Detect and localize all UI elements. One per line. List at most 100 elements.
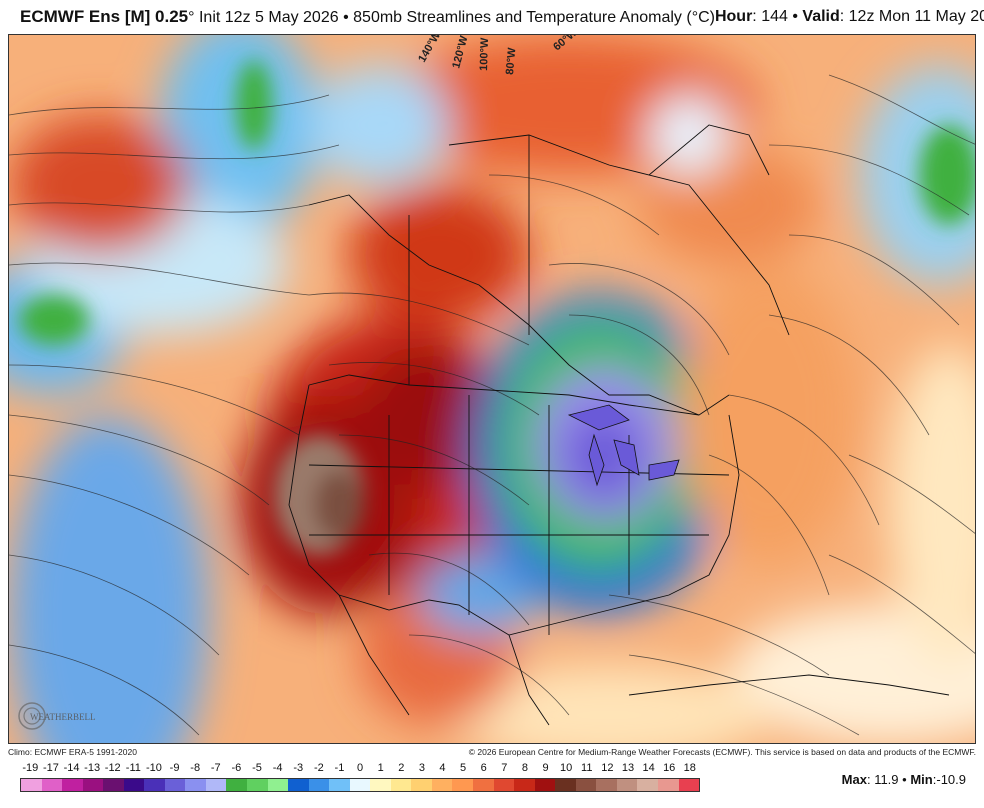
legend-label: 10 [560,762,573,774]
color-legend: -19 -17 -14 -13 -12 -11 -10 -9 -8 -7 -6 -5 -4 -3 -2 -1 0… [20,762,710,802]
model-name: ECMWF Ens [M] 0.25 [20,7,189,26]
legend-label: -7 [210,762,221,774]
legend-swatch [411,779,432,791]
hour-label: Hour [714,8,753,25]
legend-swatch [390,779,412,791]
streamlines [9,74,975,736]
max-value: 11.9 [874,772,899,787]
legend-label: 3 [418,762,425,774]
meridian-100w: 100°W [478,37,491,71]
field-extremes: Max: 11.9 • Min:-10.9 [841,772,966,787]
legend-label: -8 [190,762,201,774]
anomaly-map[interactable]: 140°W 120°W 100°W 80°W 60°W [8,34,976,744]
forecast-time: Hour: 144 • Valid: 12z Mon 11 May 2026 [715,8,984,26]
title-bullet: • [343,9,349,26]
valid-label: Valid [802,8,840,25]
legend-swatch [473,779,494,791]
legend-label: 13 [621,762,635,774]
legend-label: 6 [480,762,487,774]
anomaly-shading [9,35,975,743]
legend-label: 8 [521,762,528,774]
legend-swatch [226,779,248,791]
legend-label: 16 [663,762,676,774]
legend-label: -11 [125,762,141,774]
legend-label: 0 [356,762,364,774]
legend-swatch [349,779,371,791]
legend-swatch [185,779,206,791]
time-bullet: • [792,8,798,25]
legend-swatch [678,779,700,791]
legend-swatch [555,779,576,791]
legend-swatch [452,779,474,791]
hour-value: 144 [761,8,788,25]
legend-swatch [431,779,453,791]
legend-label: 11 [581,762,593,774]
legend-swatch [370,779,391,791]
legend-label: 7 [501,762,508,774]
min-label: Min [910,772,933,787]
legend-label: -19 [22,762,39,774]
legend-swatch [267,779,289,791]
degree-symbol: ° [188,9,195,26]
legend-label: -3 [293,762,304,774]
legend-label: 5 [460,762,467,774]
legend-swatch [514,779,535,791]
legend-label: 9 [542,762,549,774]
legend-swatch [288,779,309,791]
logo-svg: WEATHERBELL [18,702,96,730]
logo-text: WEATHERBELL [30,712,96,722]
legend-labels: -19 -17 -14 -13 -12 -11 -10 -9 -8 -7 -6 -5 -4 -3 -2 -1 0… [20,762,700,778]
legend-swatch [657,779,679,791]
legend-label: -9 [169,762,180,774]
legend-label: 4 [439,762,446,774]
legend-label: -14 [63,762,80,774]
legend-swatch [82,779,104,791]
legend-swatch [596,779,617,791]
legend-swatch [308,779,330,791]
legend-label: -13 [84,762,101,774]
legend-swatch [164,779,186,791]
legend-swatch [205,779,227,791]
max-label: Max [841,772,867,787]
legend-label: -12 [104,762,121,774]
legend-label: -4 [272,762,283,774]
legend-label: -17 [42,762,59,774]
min-value: -10.9 [936,772,966,787]
legend-label: -6 [231,762,242,774]
legend-swatch [41,779,63,791]
legend-label: -10 [146,762,162,774]
legend-swatch [123,779,145,791]
heat-core [19,60,975,555]
legend-swatch [575,779,597,791]
credits-line: Climo: ECMWF ERA-5 1991-2020 © 2026 Euro… [8,745,976,759]
legend-label: -5 [252,762,262,774]
legend-label: 18 [683,762,696,774]
valid-value: 12z Mon 11 May 2026 [848,8,984,25]
legend-label: 2 [398,762,405,774]
legend-swatch [616,779,638,791]
legend-swatch [534,779,556,791]
legend-label: -1 [334,762,345,774]
map-svg: 140°W 120°W 100°W 80°W 60°W [9,35,975,743]
legend-swatch [62,779,83,791]
legend-swatch [21,779,42,791]
legend-swatch [103,779,124,791]
legend-label: 14 [642,762,655,774]
product-name: 850mb Streamlines and Temperature Anomal… [353,9,715,26]
legend-label: 1 [377,762,384,774]
map-title: ECMWF Ens [M] 0.25° Init 12z 5 May 2026 … [20,7,715,27]
great-lakes [567,404,680,487]
legend-swatch [637,779,658,791]
legend-bar [20,778,700,792]
weatherbell-logo: WEATHERBELL [16,700,106,732]
legend-swatch [493,779,515,791]
extremes-bullet: • [902,772,907,787]
legend-swatch [247,779,268,791]
climo-credit: Climo: ECMWF ERA-5 1991-2020 [8,747,137,757]
meridian-80w: 80°W [504,47,518,76]
legend-label: -2 [313,762,324,774]
map-header: ECMWF Ens [M] 0.25° Init 12z 5 May 2026 … [0,0,984,34]
init-time: Init 12z 5 May 2026 [198,9,339,26]
legend-swatch [329,779,350,791]
legend-swatch [144,779,165,791]
